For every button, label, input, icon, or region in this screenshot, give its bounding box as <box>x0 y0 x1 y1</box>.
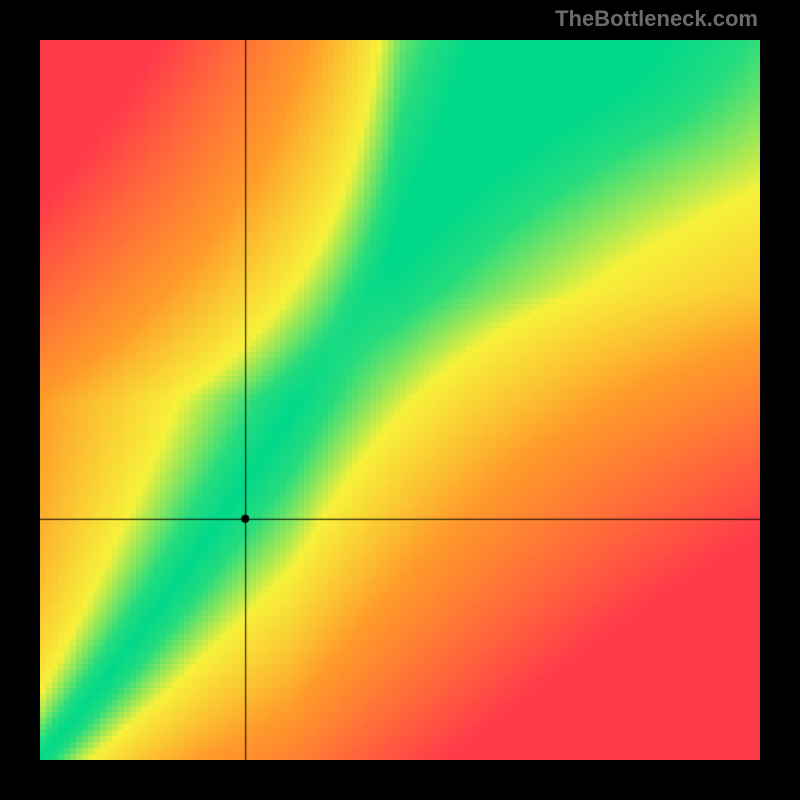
bottleneck-heatmap <box>40 40 760 760</box>
watermark-text: TheBottleneck.com <box>555 6 758 32</box>
